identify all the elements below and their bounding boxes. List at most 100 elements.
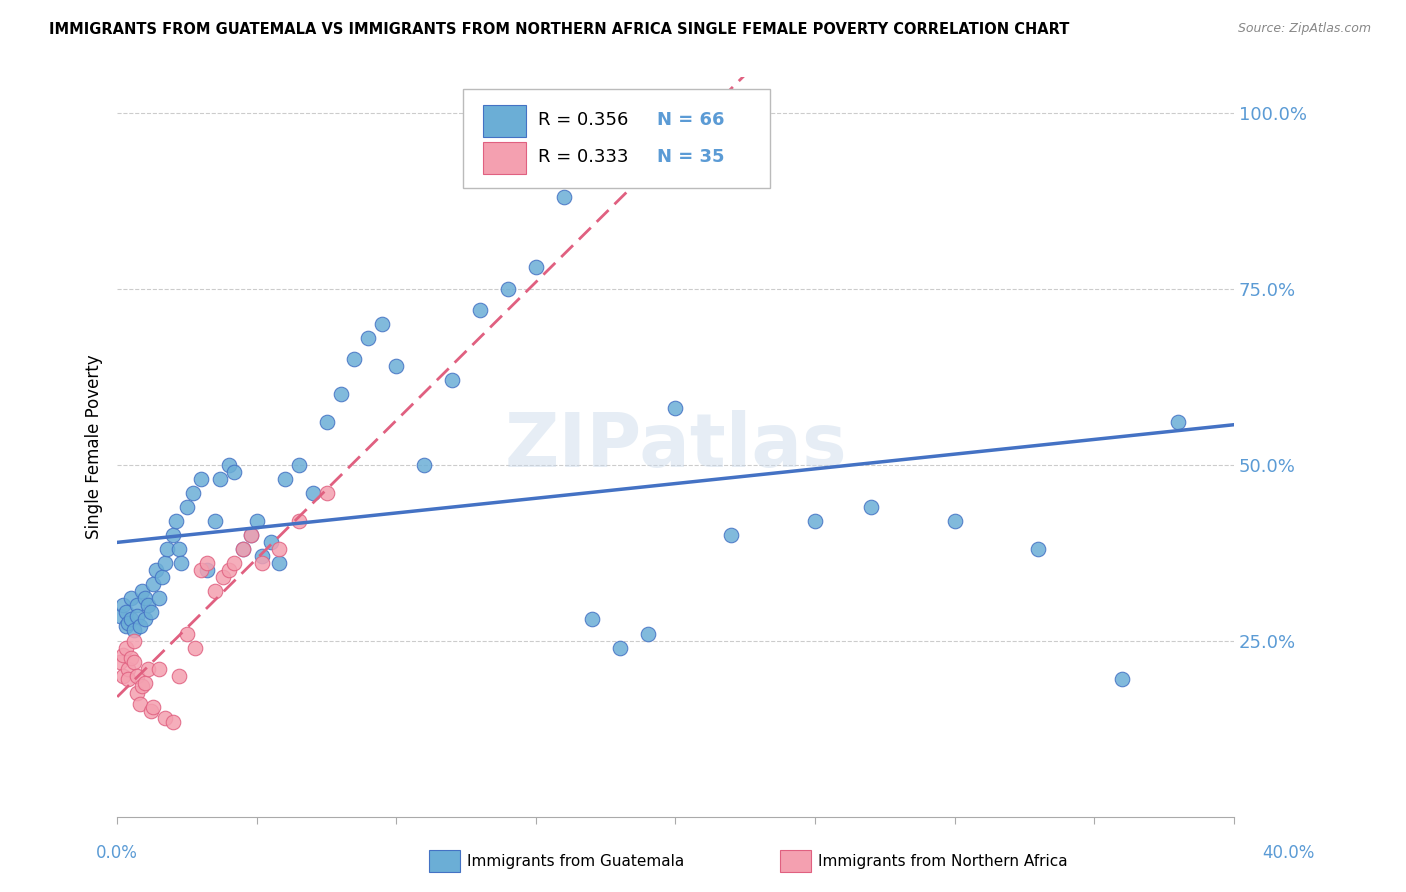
Point: [232, 542, 254, 557]
Point: [153, 556, 176, 570]
Point: [240, 528, 263, 542]
Point: [117, 615, 139, 630]
Point: [128, 619, 150, 633]
Point: [224, 465, 246, 479]
Point: [162, 528, 184, 542]
Point: [212, 570, 235, 584]
Text: Immigrants from Northern Africa: Immigrants from Northern Africa: [818, 855, 1069, 869]
Point: [943, 514, 966, 528]
Point: [150, 570, 173, 584]
Point: [190, 563, 212, 577]
Point: [385, 359, 408, 373]
Point: [117, 673, 139, 687]
Point: [108, 608, 131, 623]
Text: Immigrants from Guatemala: Immigrants from Guatemala: [467, 855, 685, 869]
Point: [413, 458, 436, 472]
Bar: [484, 104, 526, 136]
Point: [553, 190, 575, 204]
Point: [114, 619, 136, 633]
Point: [125, 608, 148, 623]
Point: [134, 612, 156, 626]
Point: [176, 626, 198, 640]
FancyBboxPatch shape: [464, 88, 770, 188]
Point: [357, 331, 380, 345]
Point: [246, 514, 269, 528]
Point: [117, 662, 139, 676]
Point: [162, 714, 184, 729]
Point: [581, 612, 603, 626]
Point: [468, 302, 491, 317]
Point: [122, 655, 145, 669]
Point: [125, 686, 148, 700]
Point: [273, 472, 295, 486]
Point: [184, 640, 207, 655]
Point: [496, 282, 519, 296]
Point: [195, 563, 218, 577]
Point: [111, 669, 134, 683]
Point: [148, 591, 170, 606]
Point: [131, 584, 153, 599]
Point: [252, 556, 274, 570]
Point: [136, 599, 159, 613]
Point: [287, 514, 309, 528]
Point: [167, 542, 190, 557]
Text: R = 0.356: R = 0.356: [538, 112, 628, 129]
Point: [1111, 673, 1133, 687]
Point: [181, 485, 204, 500]
Point: [125, 599, 148, 613]
Point: [329, 387, 352, 401]
Point: [122, 633, 145, 648]
Point: [315, 485, 337, 500]
Point: [204, 514, 226, 528]
Point: [128, 697, 150, 711]
Point: [142, 700, 165, 714]
Point: [136, 662, 159, 676]
Point: [218, 458, 240, 472]
Point: [145, 563, 167, 577]
Point: [343, 351, 366, 366]
Point: [1167, 415, 1189, 429]
Y-axis label: Single Female Poverty: Single Female Poverty: [86, 355, 103, 540]
Text: N = 35: N = 35: [657, 148, 724, 166]
Point: [371, 317, 394, 331]
Point: [804, 514, 827, 528]
Point: [287, 458, 309, 472]
Point: [125, 669, 148, 683]
Point: [190, 472, 212, 486]
Point: [218, 563, 240, 577]
Point: [170, 556, 193, 570]
Point: [120, 591, 142, 606]
Point: [524, 260, 547, 275]
Point: [114, 640, 136, 655]
Point: [269, 556, 291, 570]
Point: [260, 535, 283, 549]
Point: [859, 500, 882, 514]
Point: [111, 599, 134, 613]
Point: [664, 401, 686, 416]
Bar: [484, 142, 526, 174]
Text: R = 0.333: R = 0.333: [538, 148, 628, 166]
Point: [142, 577, 165, 591]
Point: [165, 514, 187, 528]
Point: [176, 500, 198, 514]
Point: [209, 472, 232, 486]
Point: [120, 651, 142, 665]
Text: 0.0%: 0.0%: [96, 844, 138, 862]
Point: [134, 675, 156, 690]
Point: [120, 612, 142, 626]
Point: [232, 542, 254, 557]
Point: [148, 662, 170, 676]
Point: [301, 485, 323, 500]
Point: [167, 669, 190, 683]
Point: [111, 648, 134, 662]
Point: [240, 528, 263, 542]
Point: [131, 679, 153, 693]
Point: [156, 542, 179, 557]
Point: [153, 711, 176, 725]
Point: [139, 704, 162, 718]
Point: [315, 415, 337, 429]
Text: IMMIGRANTS FROM GUATEMALA VS IMMIGRANTS FROM NORTHERN AFRICA SINGLE FEMALE POVER: IMMIGRANTS FROM GUATEMALA VS IMMIGRANTS …: [49, 22, 1070, 37]
Text: ZIPatlas: ZIPatlas: [505, 410, 846, 483]
Point: [114, 606, 136, 620]
Point: [720, 528, 742, 542]
